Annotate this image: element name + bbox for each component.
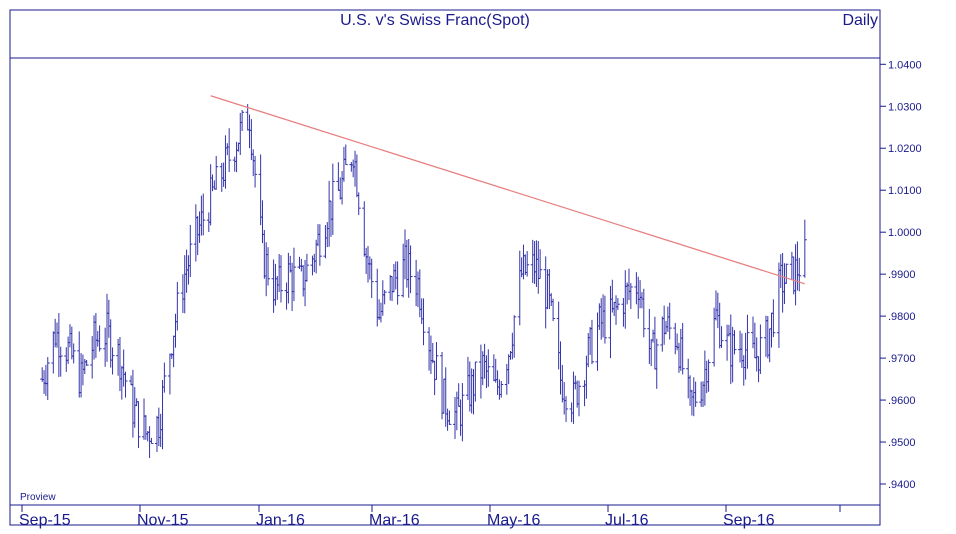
price-bar [175,282,180,331]
trendline [210,95,806,285]
price-bar [266,247,271,286]
y-tick-label: .9800 [888,311,916,323]
price-bar [97,325,102,352]
price-bar [110,347,115,375]
chart-frame [9,9,881,526]
price-bar [408,245,413,294]
period-label: Daily [842,12,878,29]
price-bar [564,396,569,422]
price-bar [512,315,517,358]
price-bar [278,255,283,303]
y-tick-label: 1.0100 [888,185,922,197]
price-bar [525,251,530,277]
watermark: Proview [20,492,56,503]
price-bar [162,362,167,393]
price-bar [602,295,607,344]
price-bar [123,371,128,398]
price-bar [136,401,141,449]
price-bar [214,155,219,190]
price-bar [628,283,633,309]
price-bar [732,330,737,355]
price-bar [84,359,89,366]
price-bar [343,144,348,166]
price-bar [240,110,245,132]
price-bar [745,314,750,369]
y-tick-label: 1.0200 [888,143,922,155]
price-bar [304,253,309,282]
price-bar [291,247,296,302]
y-tick-label: .9400 [888,479,916,491]
price-bar [45,357,50,400]
y-tick-label: .9900 [888,269,916,281]
price-bar [369,258,374,299]
price-bar [330,163,335,235]
price-bar [71,343,76,364]
y-tick-label: .9700 [888,353,916,365]
price-bar [317,224,322,266]
x-tick-label: May-16 [487,512,540,529]
price-bar [356,192,361,216]
price-bar [434,342,439,380]
y-tick-label: 1.0000 [888,227,922,239]
x-tick-label: Mar-16 [369,512,420,529]
price-bar [253,155,258,188]
price-bar [719,326,724,348]
x-tick-label: Sep-16 [723,512,775,529]
price-bar [641,288,646,338]
x-axis-ticks: Sep-15 Nov-15 Jan-16 Mar-16 May-16 Jul-16 Sep-… [19,505,841,529]
price-bar [706,359,711,392]
x-tick-label: Nov-15 [137,512,189,529]
price-bar [447,410,452,425]
price-bar [693,381,698,407]
price-bar [499,381,504,398]
price-bar [680,322,685,375]
price-bar [551,298,556,322]
price-bar [149,437,154,445]
price-bar [382,289,387,305]
price-bar [577,380,582,417]
price-bar [395,261,400,305]
price-bar [167,353,172,395]
chart-title: U.S. v's Swiss Franc(Spot) [340,12,530,29]
price-bar [758,324,763,374]
price-bar [589,319,594,365]
y-tick-label: .9500 [888,437,916,449]
price-bar [771,299,776,338]
x-tick-label: Jul-16 [605,512,649,529]
price-bar [473,361,478,402]
price-bar [201,193,206,236]
price-bar [538,249,543,279]
price-bar [667,302,672,340]
y-tick-label: 1.0400 [888,59,922,71]
price-bar [58,346,63,377]
price-bar [188,224,193,278]
price-bar [421,298,426,346]
price-bar [784,263,789,284]
x-tick-label: Sep-15 [19,512,71,529]
price-bar [802,219,807,278]
price-bar [460,382,465,442]
price-bars [40,104,807,458]
y-tick-label: 1.0300 [888,101,922,113]
x-tick-label: Jan-16 [256,512,305,529]
price-bar [654,338,659,389]
price-bar [486,349,491,387]
price-bar [797,257,802,292]
y-axis-ticks: .9400 .9500 .9600 .9700 .9800 .9900 1.0000 1.01… [880,59,922,491]
price-bar [227,128,232,173]
price-bar [615,298,620,311]
y-tick-label: .9600 [888,395,916,407]
